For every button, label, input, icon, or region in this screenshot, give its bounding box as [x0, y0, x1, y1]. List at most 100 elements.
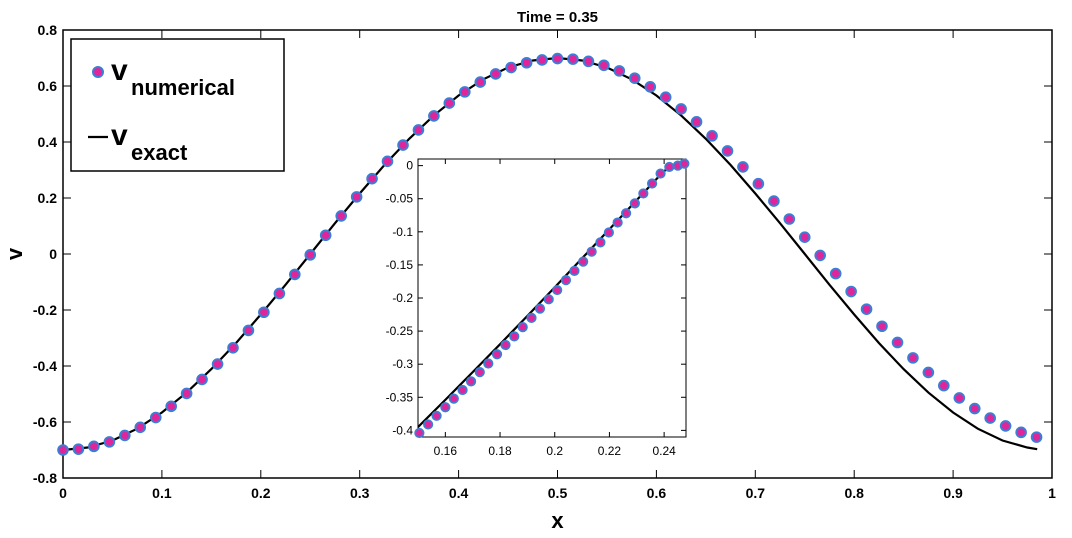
- inset-data-point-v-numerical: [543, 294, 554, 305]
- data-point-v-numerical: [474, 76, 487, 88]
- inset-data-point-v-numerical: [457, 384, 468, 396]
- inset-data-point-v-numerical: [526, 312, 537, 323]
- data-point-v-numerical: [335, 210, 348, 222]
- inset-x-tick-label: 0.16: [434, 444, 458, 458]
- inset-x-tick-label: 0.22: [598, 444, 622, 458]
- data-point-v-numerical: [459, 86, 471, 98]
- data-point-v-numerical: [428, 110, 440, 122]
- x-tick-label: 0.1: [152, 485, 172, 501]
- inset-data-point-v-numerical: [569, 265, 580, 276]
- y-tick-label: -0.4: [33, 358, 57, 374]
- data-point-v-numerical: [149, 411, 162, 424]
- x-tick-label: 0.8: [844, 485, 864, 501]
- inset-y-tick-label: 0: [406, 159, 413, 173]
- x-tick-label: 0.7: [746, 485, 766, 501]
- data-point-v-numerical: [196, 373, 208, 386]
- inset-data-point-v-numerical: [664, 161, 675, 173]
- data-point-v-numerical: [180, 387, 193, 400]
- y-tick-label: 0.4: [38, 134, 58, 150]
- inset-y-tick-label: -0.1: [392, 225, 413, 239]
- data-point-v-numerical: [675, 103, 687, 115]
- data-point-v-numerical: [227, 342, 239, 354]
- inset-data-point-v-numerical: [621, 208, 632, 219]
- inset-data-point-v-numerical: [646, 178, 658, 189]
- inset-y-tick-label: -0.05: [386, 192, 414, 206]
- inset-data-point-v-numerical: [534, 303, 546, 314]
- data-point-v-numerical: [551, 52, 564, 65]
- data-point-v-numerical: [319, 229, 332, 242]
- data-point-v-numerical: [938, 379, 950, 392]
- chart-title: Time = 0.35: [517, 9, 598, 26]
- legend-label-numerical-sub: numerical: [131, 75, 235, 100]
- data-point-v-numerical: [412, 124, 425, 136]
- data-point-v-numerical: [706, 130, 718, 142]
- inset-data-point-v-numerical: [655, 168, 666, 179]
- data-point-v-numerical: [567, 53, 579, 65]
- inset-data-point-v-numerical: [431, 410, 442, 421]
- data-point-v-numerical: [505, 61, 517, 74]
- data-point-v-numerical: [814, 249, 826, 262]
- data-point-v-numerical: [72, 443, 85, 455]
- inset-y-tick-label: -0.2: [392, 291, 413, 305]
- inset-data-point-v-numerical: [414, 427, 425, 439]
- inset-data-point-v-numerical: [517, 322, 528, 333]
- inset-y-tick-label: -0.3: [392, 357, 413, 371]
- data-point-v-numerical: [845, 285, 857, 298]
- inset-data-point-v-numerical: [500, 339, 511, 351]
- legend-marker-numerical: [92, 66, 104, 78]
- inset-data-point-v-numerical: [423, 419, 434, 430]
- data-point-v-numerical: [211, 358, 224, 370]
- x-tick-label: 0.9: [943, 485, 963, 501]
- data-point-v-numerical: [953, 392, 966, 404]
- data-point-v-numerical: [876, 320, 888, 333]
- inset-data-point-v-numerical: [612, 217, 623, 228]
- inset-data-point-v-numerical: [483, 358, 494, 369]
- data-point-v-numerical: [304, 249, 317, 261]
- inset-data-point-v-numerical: [578, 256, 589, 267]
- inset-y-tick-label: -0.35: [386, 390, 414, 404]
- data-point-v-numerical: [536, 54, 548, 66]
- inset-x-tick-label: 0.24: [652, 444, 676, 458]
- inset-data-point-v-numerical: [491, 349, 503, 360]
- data-point-v-numerical: [489, 68, 502, 80]
- data-point-v-numerical: [999, 420, 1012, 432]
- y-tick-label: 0: [49, 246, 57, 262]
- data-point-v-numerical: [783, 213, 796, 225]
- data-point-v-numerical: [984, 412, 996, 424]
- data-point-v-numerical: [582, 55, 595, 68]
- data-point-v-numerical: [690, 116, 703, 128]
- legend-label-numerical-main: v: [111, 54, 128, 87]
- inset-data-point-v-numerical: [474, 367, 485, 378]
- y-tick-label: -0.8: [33, 470, 57, 486]
- data-point-v-numerical: [613, 65, 626, 77]
- y-axis-label: v: [2, 247, 27, 260]
- inset-data-point-v-numerical: [595, 237, 606, 248]
- inset-plot: 0.16 0.18 0.2 0.22 0.24 0 -0.05 -0.1 -0.15 -0.2 -0…: [386, 158, 690, 458]
- inset-x-tick-label: 0.2: [546, 444, 563, 458]
- data-point-v-numerical: [258, 306, 270, 319]
- y-tick-label: -0.2: [33, 302, 57, 318]
- data-point-v-numerical: [289, 268, 301, 281]
- inset-y-tick-label: -0.4: [392, 423, 413, 437]
- data-point-v-numerical: [350, 191, 363, 203]
- inset-y-tick-label: -0.15: [386, 258, 414, 272]
- data-point-v-numerical: [119, 429, 131, 442]
- data-point-v-numerical: [242, 324, 255, 337]
- x-tick-label: 0.3: [350, 485, 370, 501]
- data-point-v-numerical: [922, 366, 935, 379]
- inset-data-point-v-numerical: [638, 188, 649, 199]
- y-tick-label: 0.8: [38, 22, 58, 38]
- data-point-v-numerical: [57, 444, 69, 456]
- x-tick-label: 0.2: [251, 485, 271, 501]
- inset-data-point-v-numerical: [465, 376, 477, 387]
- data-point-v-numerical: [366, 172, 378, 185]
- x-tick-label: 0.5: [548, 485, 568, 501]
- data-point-v-numerical: [768, 195, 780, 207]
- data-point-v-numerical: [968, 402, 981, 415]
- data-point-v-numerical: [644, 81, 657, 93]
- legend-label-exact-sub: exact: [131, 140, 188, 165]
- inset-data-point-v-numerical: [679, 158, 690, 169]
- x-tick-label: 0: [59, 485, 67, 501]
